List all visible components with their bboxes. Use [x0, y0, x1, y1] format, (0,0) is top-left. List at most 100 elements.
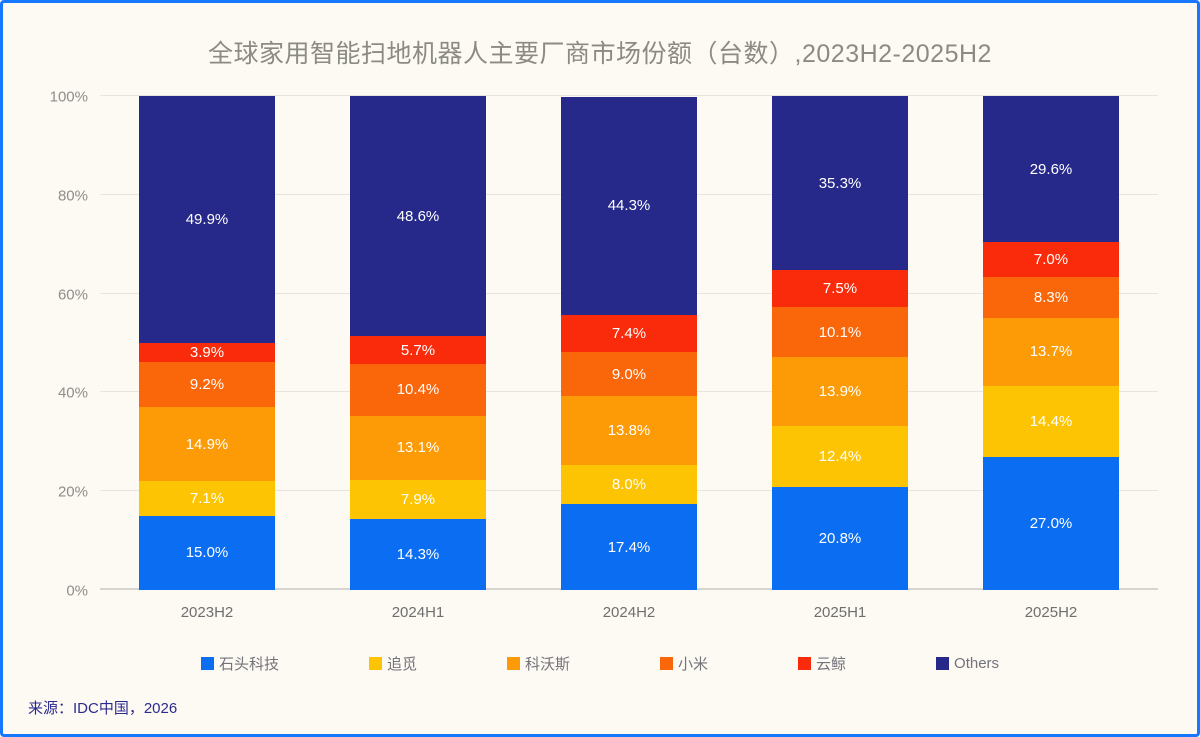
legend-item-追觅: 追觅	[368, 653, 417, 674]
bar-segment-Others: 49.9%	[139, 96, 275, 343]
legend-swatch-icon	[936, 657, 950, 670]
bar-segment-追觅: 7.1%	[139, 480, 275, 516]
bar-value-label: 48.6%	[396, 207, 440, 225]
bar-value-label: 20.8%	[818, 530, 862, 548]
bar-segment-小米: 10.1%	[772, 307, 908, 358]
bar-value-label: 10.1%	[818, 323, 862, 341]
bar-segment-科沃斯: 13.1%	[350, 415, 486, 481]
bar-value-label: 8.0%	[611, 475, 647, 493]
bar-value-label: 7.5%	[822, 280, 858, 298]
bar-segment-石头科技: 15.0%	[139, 515, 275, 590]
x-axis-tick-label: 2025H1	[813, 604, 867, 621]
bar-value-label: 13.1%	[396, 439, 440, 457]
legend-item-小米: 小米	[660, 653, 708, 674]
stacked-bar-2024H1: 14.3% 7.9% 13.1% 10.4% 5.7% 48.6%	[350, 96, 486, 590]
legend-label: 追觅	[386, 656, 417, 673]
legend: 石头科技 追觅 科沃斯 小米 云鲸 Others	[3, 653, 1197, 674]
legend-swatch-icon	[200, 657, 214, 670]
y-axis-tick-label: 60%	[57, 286, 88, 304]
legend-item-石头科技: 石头科技	[200, 653, 279, 674]
bar-value-label: 7.1%	[189, 489, 225, 507]
bar-segment-追觅: 7.9%	[350, 480, 486, 520]
bar-segment-石头科技: 17.4%	[561, 504, 697, 590]
bar-value-label: 14.3%	[396, 546, 440, 564]
bar-segment-科沃斯: 14.9%	[139, 407, 275, 481]
bar-segment-科沃斯: 13.8%	[561, 396, 697, 465]
legend-label: Others	[954, 655, 1000, 672]
legend-label: 云鲸	[816, 656, 847, 673]
bar-segment-云鲸: 3.9%	[139, 342, 275, 362]
bar-value-label: 29.6%	[1029, 160, 1073, 178]
legend-label: 科沃斯	[524, 656, 570, 673]
bar-value-label: 13.8%	[607, 421, 651, 439]
bar-value-label: 5.7%	[400, 341, 436, 359]
legend-swatch-icon	[506, 657, 520, 670]
bar-value-label: 13.7%	[1029, 343, 1073, 361]
legend-item-云鲸: 云鲸	[798, 653, 846, 674]
bar-value-label: 14.9%	[185, 435, 229, 453]
x-axis-tick-label: 2023H2	[180, 604, 234, 621]
bar-segment-科沃斯: 13.7%	[983, 317, 1119, 386]
y-axis-tick-label: 100%	[49, 88, 88, 106]
bar-segment-石头科技: 27.0%	[983, 456, 1119, 590]
bar-segment-追觅: 14.4%	[983, 385, 1119, 457]
legend-swatch-icon	[798, 657, 812, 670]
legend-item-科沃斯: 科沃斯	[506, 653, 570, 674]
stacked-bar-2023H2: 15.0% 7.1% 14.9% 9.2% 3.9% 49.9%	[139, 96, 275, 590]
bar-value-label: 9.0%	[611, 365, 647, 383]
bar-segment-科沃斯: 13.9%	[772, 357, 908, 426]
bar-value-label: 7.0%	[1033, 251, 1069, 269]
bar-segment-小米: 9.0%	[561, 351, 697, 397]
bar-segment-石头科技: 14.3%	[350, 519, 486, 590]
bar-segment-Others: 35.3%	[772, 96, 908, 271]
bar-value-label: 27.0%	[1029, 514, 1073, 532]
legend-label: 小米	[678, 656, 709, 673]
bar-segment-小米: 8.3%	[983, 276, 1119, 318]
bar-value-label: 44.3%	[607, 197, 651, 215]
y-axis-tick-label: 0%	[66, 582, 88, 600]
stacked-bar-2025H2: 27.0% 14.4% 13.7% 8.3% 7.0% 29.6%	[983, 96, 1119, 590]
bar-value-label: 12.4%	[818, 448, 862, 466]
bar-segment-追觅: 8.0%	[561, 464, 697, 505]
bar-value-label: 8.3%	[1033, 288, 1069, 306]
y-axis-tick-label: 40%	[57, 384, 88, 402]
x-axis-tick-label: 2024H1	[391, 604, 445, 621]
bar-segment-追觅: 12.4%	[772, 426, 908, 488]
chart-title: 全球家用智能扫地机器人主要厂商市场份额（台数）,2023H2-2025H2	[208, 40, 992, 68]
bar-segment-云鲸: 7.0%	[983, 242, 1119, 277]
bar-value-label: 7.9%	[400, 491, 436, 509]
legend-swatch-icon	[660, 657, 673, 670]
bar-value-label: 14.4%	[1029, 412, 1073, 430]
bar-segment-云鲸: 7.4%	[561, 315, 697, 352]
bar-segment-云鲸: 7.5%	[772, 270, 908, 308]
legend-label: 石头科技	[218, 656, 279, 673]
y-axis-tick-label: 20%	[57, 483, 88, 501]
bar-segment-石头科技: 20.8%	[772, 487, 908, 590]
bar-segment-云鲸: 5.7%	[350, 336, 486, 365]
bar-value-label: 7.4%	[611, 325, 647, 343]
gridline-100	[100, 95, 1158, 96]
bar-segment-Others: 29.6%	[983, 96, 1119, 243]
y-axis-tick-label: 80%	[57, 187, 88, 205]
bar-segment-Others: 48.6%	[350, 96, 486, 337]
plot-area: 0% 20% 40% 60% 80% 100% 2023H2 15.0% 7.1% 14.9% 9.…	[50, 89, 1158, 621]
bar-segment-小米: 10.4%	[350, 364, 486, 416]
bar-value-label: 10.4%	[396, 381, 440, 399]
bar-value-label: 35.3%	[818, 174, 862, 192]
x-axis-tick-label: 2025H2	[1024, 604, 1078, 621]
bar-value-label: 17.4%	[607, 538, 651, 556]
bar-segment-Others: 44.3%	[561, 96, 697, 316]
stacked-bar-2025H1: 20.8% 12.4% 13.9% 10.1% 7.5% 35.3%	[772, 96, 908, 590]
legend-item-Others: Others	[936, 655, 999, 672]
source-note: 来源：IDC中国，2026	[28, 700, 178, 717]
bar-value-label: 3.9%	[189, 343, 225, 361]
bar-value-label: 13.9%	[818, 383, 862, 401]
bar-value-label: 9.2%	[189, 376, 225, 394]
stacked-bar-2024H2: 17.4% 8.0% 13.8% 9.0% 7.4% 44.3%	[561, 96, 697, 590]
bar-value-label: 15.0%	[185, 544, 229, 562]
bar-value-label: 49.9%	[185, 210, 229, 228]
x-axis-tick-label: 2024H2	[602, 604, 656, 621]
legend-swatch-icon	[368, 657, 382, 670]
bar-segment-小米: 9.2%	[139, 361, 275, 408]
